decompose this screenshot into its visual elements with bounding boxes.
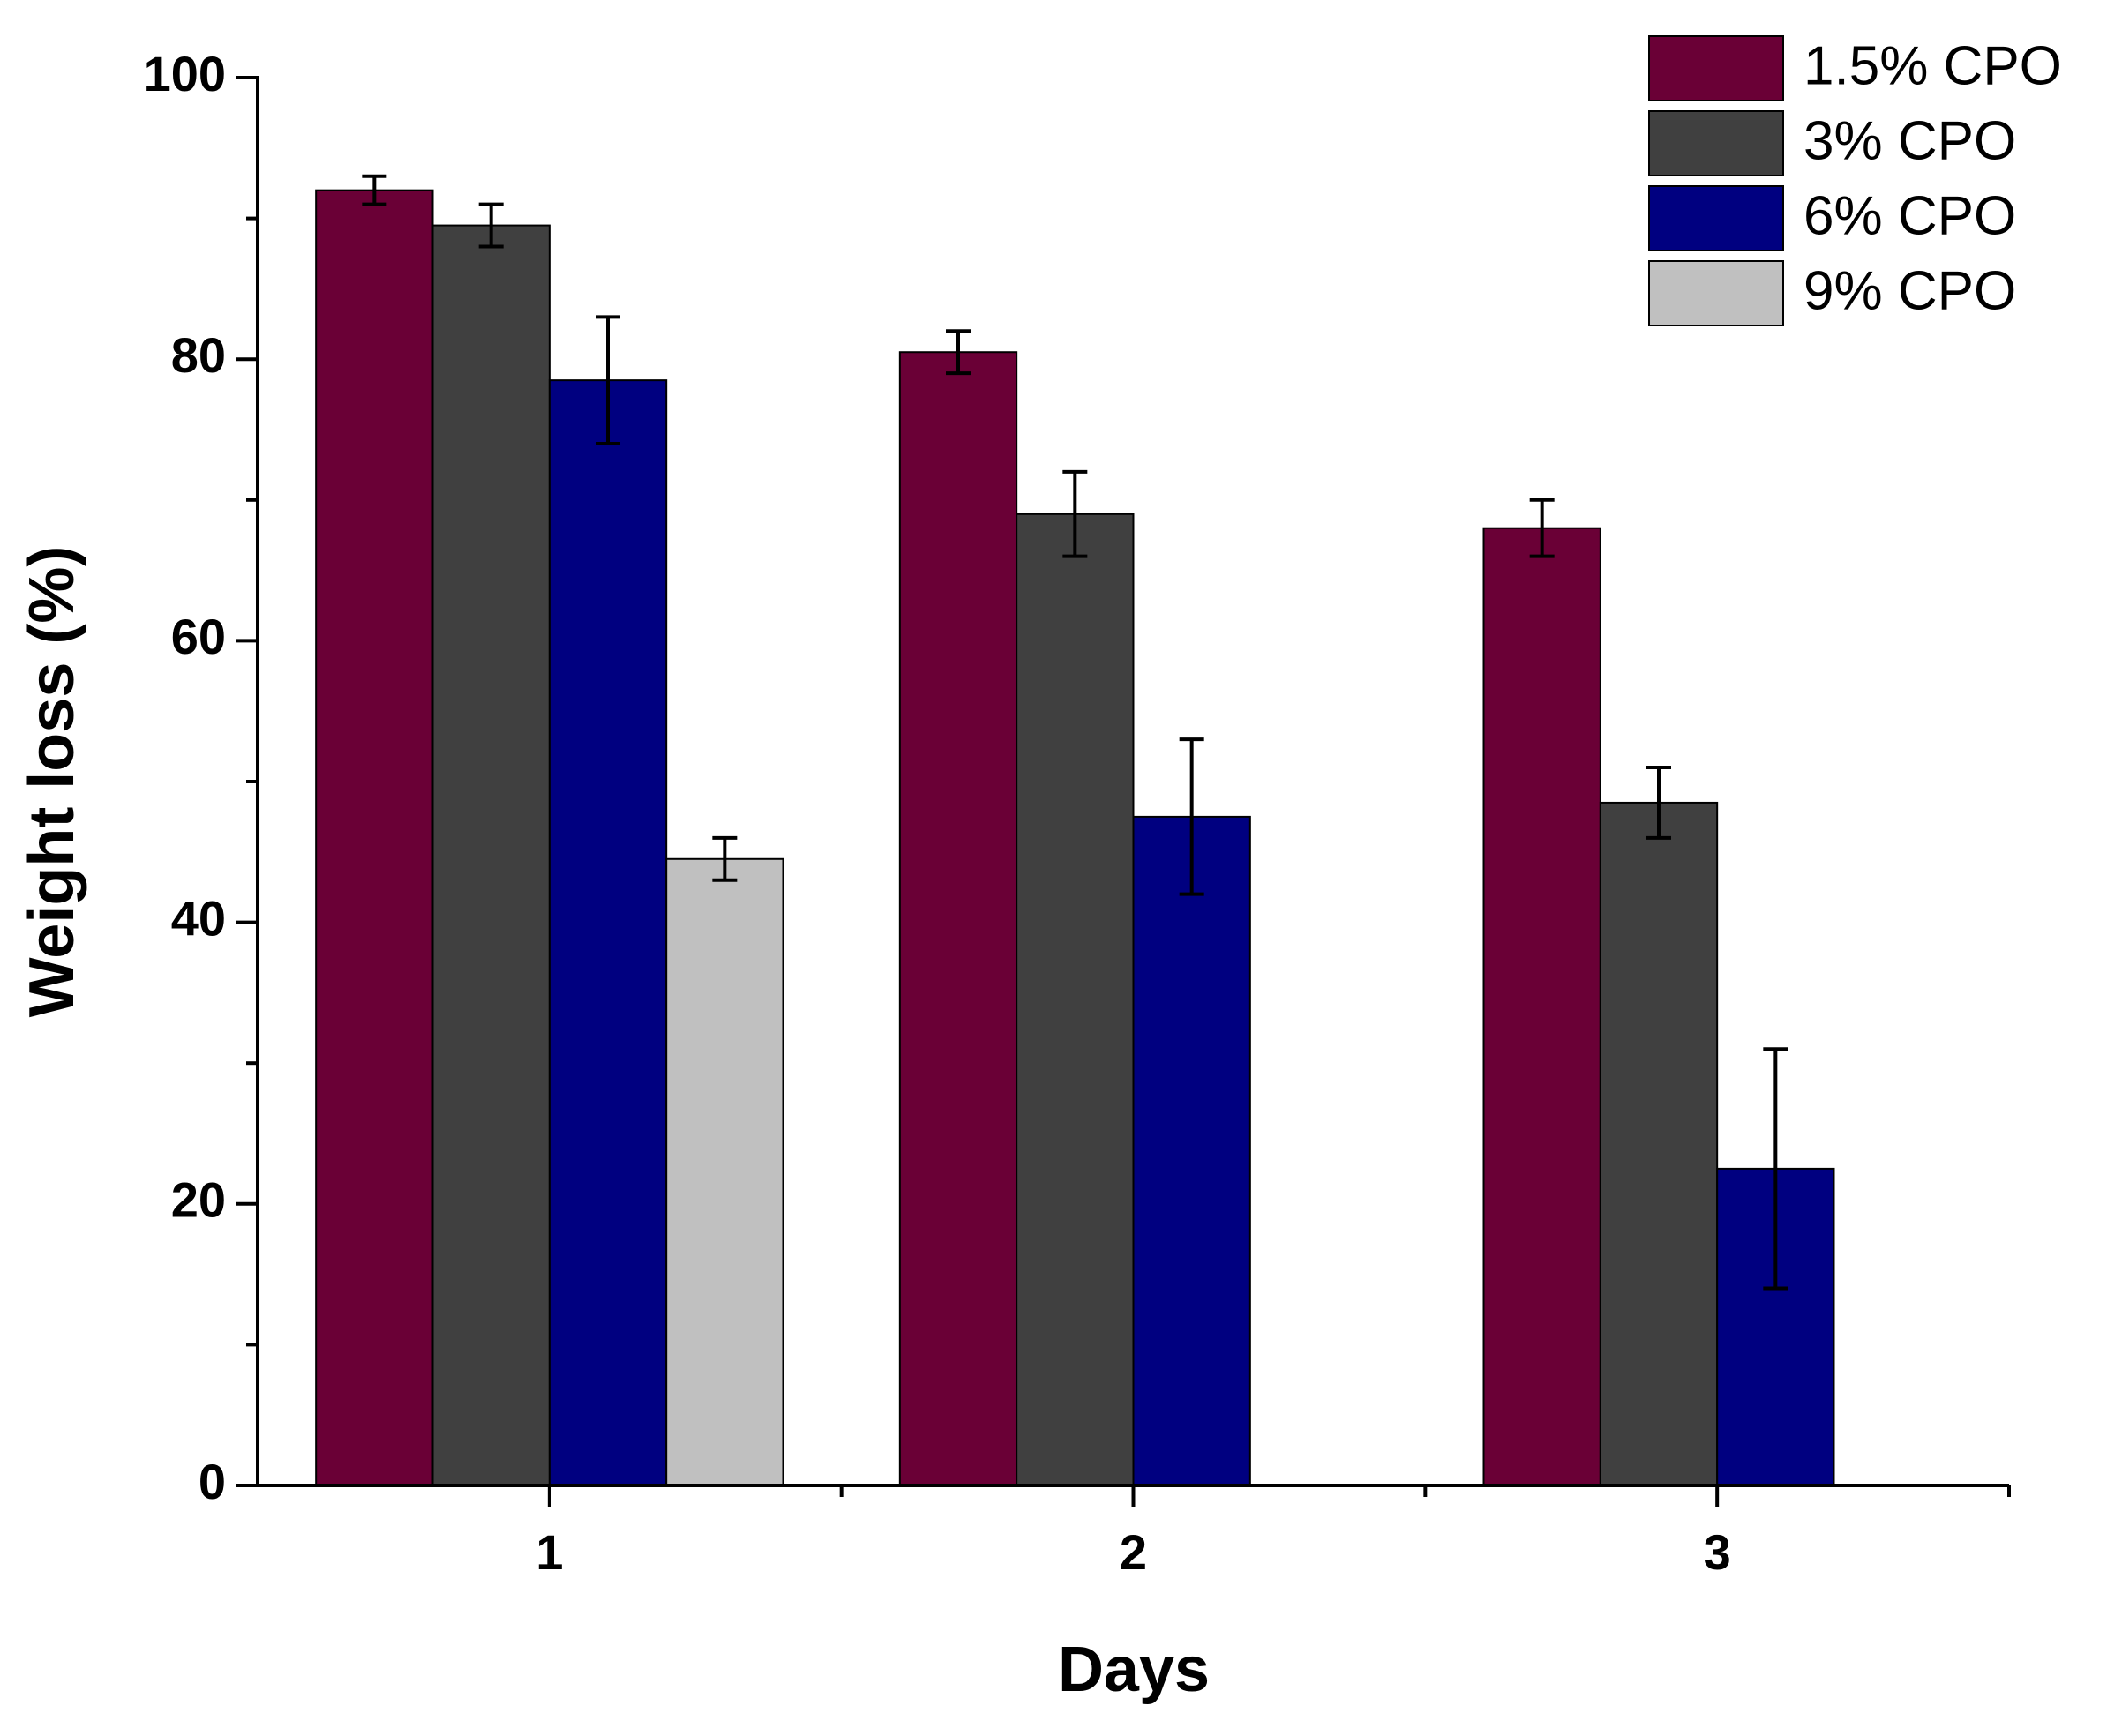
legend-swatch bbox=[1648, 110, 1784, 176]
error-bar bbox=[362, 174, 387, 206]
y-tick-label: 100 bbox=[144, 46, 226, 101]
legend-label: 9% CPO bbox=[1803, 260, 2016, 321]
bar bbox=[665, 857, 784, 1486]
bar bbox=[1599, 801, 1719, 1486]
x-tick-label: 1 bbox=[536, 1524, 563, 1580]
legend-swatch bbox=[1648, 185, 1784, 251]
bar bbox=[1132, 815, 1251, 1486]
error-bar bbox=[1062, 469, 1088, 558]
bar bbox=[315, 189, 434, 1486]
error-bar bbox=[1179, 737, 1204, 896]
x-axis-title: Days bbox=[1058, 1635, 1210, 1705]
y-tick-label: 80 bbox=[171, 327, 226, 383]
legend-label: 3% CPO bbox=[1803, 110, 2016, 171]
error-bar bbox=[1763, 1047, 1788, 1291]
y-tick-label: 20 bbox=[171, 1172, 226, 1228]
error-bar bbox=[478, 202, 504, 249]
y-tick-label: 0 bbox=[199, 1454, 226, 1509]
error-bar bbox=[1646, 766, 1671, 840]
error-bar bbox=[1529, 498, 1555, 558]
legend-label: 6% CPO bbox=[1803, 185, 2016, 246]
x-tick-label: 3 bbox=[1704, 1524, 1731, 1580]
x-tick-label: 2 bbox=[1120, 1524, 1147, 1580]
legend-label: 1.5% CPO bbox=[1803, 35, 2062, 96]
error-bar bbox=[946, 329, 971, 376]
bar bbox=[1482, 527, 1601, 1486]
bar bbox=[548, 379, 668, 1486]
bar bbox=[1016, 513, 1135, 1486]
y-axis-title: Weight loss (%) bbox=[17, 546, 87, 1018]
error-bar bbox=[596, 315, 620, 445]
bar bbox=[898, 351, 1018, 1487]
bar bbox=[431, 224, 551, 1487]
error-bar bbox=[712, 835, 738, 882]
y-tick-label: 40 bbox=[171, 890, 226, 946]
legend-swatch bbox=[1648, 260, 1784, 326]
legend-swatch bbox=[1648, 35, 1784, 101]
y-tick-label: 60 bbox=[171, 609, 226, 664]
